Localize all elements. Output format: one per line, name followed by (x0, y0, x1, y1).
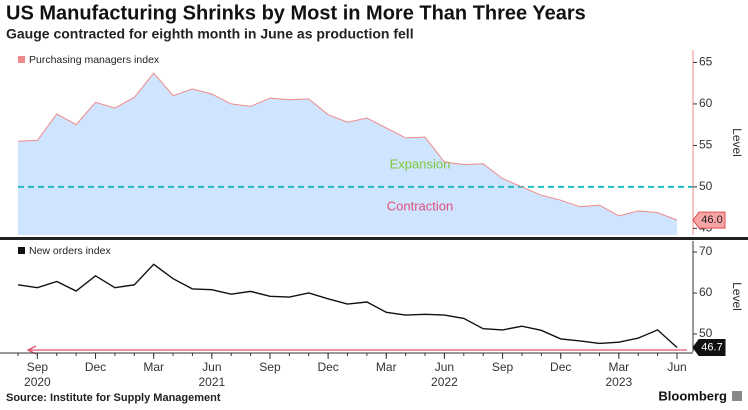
end-label-tag (692, 211, 726, 229)
x-year-label: 2022 (431, 375, 458, 389)
x-tick-label: Jun (202, 360, 221, 374)
end-label: 46.0 (701, 214, 722, 226)
line (17, 72, 678, 221)
chart-title: US Manufacturing Shrinks by Most in More… (6, 2, 586, 24)
x-tick-label: Jun (667, 360, 686, 374)
annotation: Expansion (390, 156, 451, 171)
x-tick-label: Mar (143, 360, 164, 374)
x-tick-label: Jun (435, 360, 454, 374)
y-axis-label: Level (730, 128, 744, 157)
y-tick-label: 60 (699, 96, 713, 110)
x-tick-label: Mar (376, 360, 397, 374)
x-tick-label: Mar (609, 360, 630, 374)
line (17, 263, 678, 349)
x-year-label: 2021 (198, 375, 225, 389)
y-tick-label: 50 (699, 179, 713, 193)
x-tick-label: Dec (550, 360, 571, 374)
y-tick-label: 65 (699, 55, 713, 69)
y-tick-label: 60 (699, 285, 713, 299)
x-tick-label: Sep (259, 360, 281, 374)
x-tick-label: Sep (492, 360, 514, 374)
x-year-label: 2023 (606, 375, 633, 389)
legend-label: Purchasing managers index (29, 54, 160, 66)
annotation: Contraction (387, 198, 453, 213)
y-axis-label: Level (730, 282, 744, 311)
x-year-label: 2020 (24, 375, 51, 389)
y-tick-label: 55 (699, 138, 713, 152)
x-tick-label: Dec (85, 360, 106, 374)
legend-box (14, 52, 176, 68)
legend-box (14, 243, 126, 259)
y-tick-label: 50 (699, 326, 713, 340)
legend-label: New orders index (29, 245, 111, 257)
legend-swatch (18, 56, 25, 63)
legend-swatch (18, 247, 25, 254)
logo: Bloomberg (658, 388, 727, 403)
source: Source: Institute for Supply Management (6, 392, 221, 404)
chart-subtitle: Gauge contracted for eighth month in Jun… (6, 26, 414, 42)
x-tick-label: Sep (27, 360, 49, 374)
area (18, 73, 677, 235)
logo-icon (732, 391, 742, 401)
x-tick-label: Dec (317, 360, 338, 374)
end-label: 46.7 (701, 341, 722, 353)
panel-separator (0, 237, 748, 240)
y-tick-label: 70 (699, 244, 713, 258)
end-label-tag (692, 338, 726, 356)
